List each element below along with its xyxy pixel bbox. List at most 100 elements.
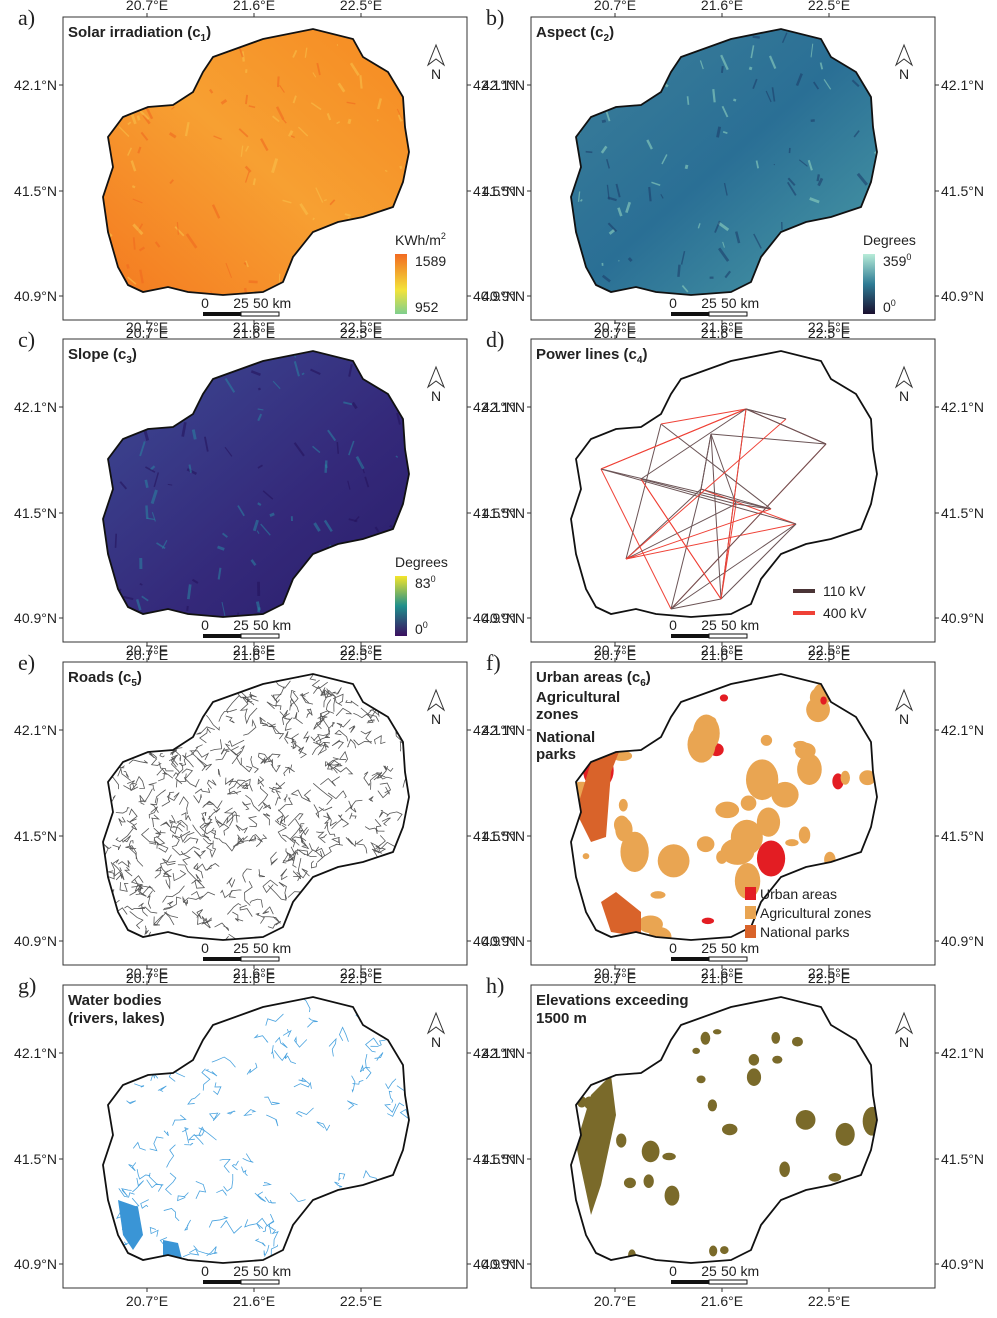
patch	[624, 1178, 636, 1189]
lat-label: 42.1°N	[14, 722, 57, 738]
lon-label: 20.7°E	[126, 965, 168, 981]
scale-bar	[671, 312, 709, 316]
patch	[709, 1246, 717, 1257]
scale-bar	[241, 957, 279, 961]
texture	[257, 602, 259, 611]
title-close: )	[642, 346, 647, 363]
map-panel: f)Urban areas (c6)AgriculturalzonesNatio…	[482, 642, 984, 986]
lon-label: 22.5°E	[340, 642, 382, 658]
texture	[138, 116, 139, 121]
texture	[116, 534, 117, 548]
title-text: Urban areas (c	[536, 669, 640, 686]
texture	[629, 258, 632, 261]
patch	[720, 1246, 729, 1254]
scale-label: 25	[233, 940, 249, 956]
lon-label: 21.6°E	[701, 965, 743, 981]
patch	[697, 1075, 706, 1083]
title-close: )	[137, 669, 142, 686]
texture	[193, 430, 195, 440]
patch	[662, 1153, 675, 1160]
scale-bar	[241, 1280, 279, 1284]
lat-label: 41.5°N	[482, 183, 525, 199]
panel-letter: e)	[18, 650, 35, 675]
texture	[188, 584, 190, 599]
panel-title: Water bodies	[68, 992, 162, 1009]
lat-label: 40.9°N	[941, 933, 984, 949]
lat-label: 40.9°N	[482, 933, 525, 949]
patch	[792, 1037, 803, 1047]
texture	[400, 166, 401, 169]
lat-label: 41.5°N	[14, 505, 57, 521]
lat-label: 41.5°N	[482, 505, 525, 521]
patch	[841, 771, 850, 785]
patch	[720, 694, 728, 701]
scale-label: 0	[669, 295, 677, 311]
panel-letter: a)	[18, 5, 35, 30]
scale-label: 50 km	[721, 940, 759, 956]
patch	[697, 836, 715, 852]
lat-label: 42.1°N	[941, 1045, 984, 1061]
lon-label: 21.6°E	[233, 319, 275, 335]
lon-label: 20.7°E	[594, 0, 636, 13]
patch	[785, 839, 798, 846]
panel-letter: f)	[486, 650, 501, 675]
legend-swatch	[745, 906, 756, 919]
texture	[678, 265, 679, 277]
patch	[799, 827, 810, 844]
texture	[750, 67, 751, 70]
texture	[146, 505, 147, 519]
panel-title: 1500 m	[536, 1010, 587, 1027]
lat-label: 42.1°N	[482, 399, 525, 415]
panel-subtitle: Agricultural	[536, 689, 620, 706]
north-label: N	[899, 388, 909, 404]
lat-label: 42.1°N	[941, 722, 984, 738]
patch	[749, 1054, 760, 1066]
patch	[771, 782, 798, 808]
legend-unit: Degrees	[395, 554, 448, 570]
lat-label: 40.9°N	[482, 1256, 525, 1272]
patch	[771, 1032, 780, 1044]
lon-label: 22.5°E	[808, 1293, 850, 1309]
scale-bar	[709, 957, 747, 961]
lat-label: 40.9°N	[482, 610, 525, 626]
lon-label: 21.6°E	[701, 319, 743, 335]
lat-label: 42.1°N	[941, 399, 984, 415]
title-close: )	[206, 24, 211, 41]
map-panel: e)Roads (c5)20.7°E20.7°E21.6°E21.6°E22.5…	[14, 642, 516, 986]
lon-label: 22.5°E	[808, 642, 850, 658]
colorbar-value: 359	[883, 253, 907, 269]
patch	[644, 1174, 654, 1188]
title-close: )	[132, 346, 137, 363]
patch	[658, 844, 690, 877]
texture	[349, 119, 350, 124]
lat-label: 42.1°N	[14, 1045, 57, 1061]
colorbar-label: 1589	[415, 253, 446, 269]
map-panel: a)Solar irradiation (c1)20.7°E20.7°E21.6…	[14, 0, 516, 341]
lat-label: 41.5°N	[14, 183, 57, 199]
scale-label: 50 km	[721, 617, 759, 633]
patch	[722, 1124, 737, 1136]
texture	[688, 96, 689, 105]
lon-label: 20.7°E	[126, 1293, 168, 1309]
lon-label: 22.5°E	[808, 319, 850, 335]
scale-bar	[709, 634, 747, 638]
colorbar-value: 0	[415, 621, 423, 637]
scale-label: 50 km	[253, 295, 291, 311]
scale-label: 0	[669, 1263, 677, 1279]
texture	[127, 264, 128, 268]
scale-bar	[203, 634, 241, 638]
panel-subtitle: National	[536, 729, 595, 746]
north-label: N	[431, 66, 441, 82]
texture	[187, 606, 188, 611]
texture	[249, 282, 258, 283]
colorbar-value: 1589	[415, 253, 446, 269]
patch	[820, 696, 826, 704]
panel-letter: h)	[486, 973, 504, 998]
lat-label: 42.1°N	[482, 722, 525, 738]
lat-label: 40.9°N	[14, 1256, 57, 1272]
north-label: N	[431, 1034, 441, 1050]
texture	[313, 218, 314, 220]
lat-label: 42.1°N	[14, 399, 57, 415]
lon-label: 22.5°E	[808, 965, 850, 981]
